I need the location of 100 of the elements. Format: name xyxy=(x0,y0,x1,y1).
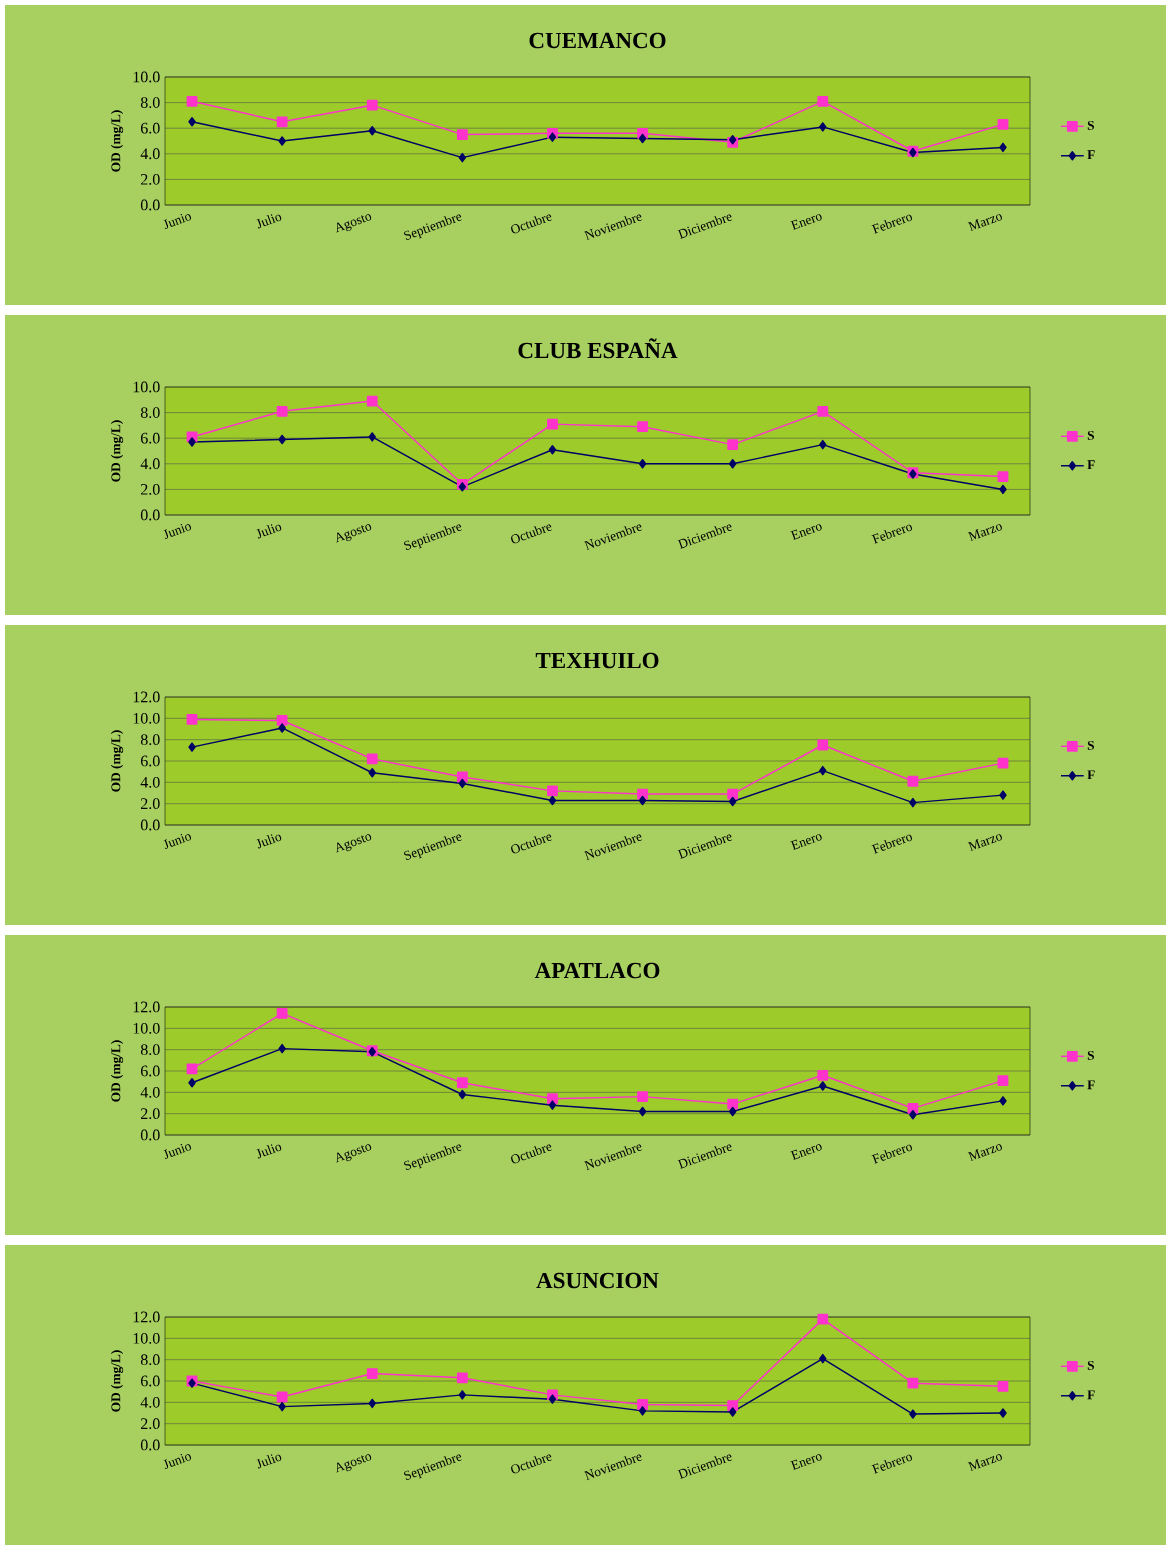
point xyxy=(458,482,467,492)
point xyxy=(819,122,827,132)
y-tick-label: 4.0 xyxy=(140,1396,160,1408)
y-tick-label: 0.0 xyxy=(140,509,160,521)
point xyxy=(727,1098,739,1110)
point xyxy=(186,95,198,107)
y-tick-label: 8.0 xyxy=(140,97,160,109)
x-tick-label: Junio xyxy=(163,523,192,540)
x-tick-label: Agosto xyxy=(336,1454,372,1473)
point xyxy=(997,1380,1009,1392)
x-tick-label: Febrero xyxy=(871,834,913,854)
point xyxy=(186,714,198,725)
y-tick-label: 10.0 xyxy=(133,71,160,83)
x-tick-label: Enero xyxy=(790,214,822,230)
point xyxy=(368,432,376,442)
point xyxy=(638,459,647,469)
x-tick-label: Julio xyxy=(256,1454,282,1469)
legend-label: F xyxy=(1087,460,1095,470)
point xyxy=(456,1077,468,1089)
legend-label: F xyxy=(1087,1080,1095,1090)
point xyxy=(727,1400,739,1411)
point xyxy=(817,95,829,107)
point xyxy=(907,775,919,787)
y-tick-label: 0.0 xyxy=(140,819,160,831)
point xyxy=(819,1353,827,1364)
x-tick-label: Julio xyxy=(256,214,282,229)
point xyxy=(278,1401,286,1412)
x-tick-label: Febrero xyxy=(871,1144,913,1164)
y-axis-title: OD (mg/L) xyxy=(110,1040,124,1102)
legend-label: S xyxy=(1087,1360,1094,1370)
x-tick-label: Enero xyxy=(790,834,822,851)
point xyxy=(638,1106,647,1117)
y-axis-title: OD (mg/L) xyxy=(110,730,124,792)
point xyxy=(638,1406,647,1416)
point xyxy=(458,1089,467,1100)
point xyxy=(909,1110,917,1120)
y-tick-label: 12.0 xyxy=(133,1311,160,1323)
y-tick-label: 12.0 xyxy=(133,691,160,703)
point xyxy=(637,1091,648,1103)
point xyxy=(278,434,286,445)
point xyxy=(276,1008,288,1019)
y-tick-label: 10.0 xyxy=(133,381,160,393)
point xyxy=(728,1106,737,1117)
point xyxy=(909,797,917,808)
point xyxy=(637,421,648,433)
y-tick-label: 4.0 xyxy=(140,776,160,788)
point xyxy=(368,1398,376,1409)
point xyxy=(276,1391,288,1403)
point xyxy=(728,459,737,469)
point xyxy=(548,1394,557,1404)
point xyxy=(817,405,829,417)
point xyxy=(999,484,1007,495)
y-axis-title: OD (mg/L) xyxy=(110,420,124,482)
point xyxy=(278,1043,286,1054)
chart-title: ASUNCION xyxy=(536,1272,659,1289)
point xyxy=(366,1368,378,1379)
y-tick-label: 10.0 xyxy=(133,1332,160,1344)
x-tick-label: Marzo xyxy=(967,524,1002,542)
x-tick-label: Agosto xyxy=(336,524,372,543)
y-tick-label: 2.0 xyxy=(141,173,160,185)
x-tick-label: Marzo xyxy=(967,214,1002,232)
point xyxy=(458,1390,467,1400)
y-tick-label: 10.0 xyxy=(133,1022,160,1034)
point xyxy=(458,778,467,789)
x-tick-label: Octubre xyxy=(511,1144,553,1164)
chart-title: CLUB ESPAÑA xyxy=(518,338,678,359)
point xyxy=(638,133,647,144)
point xyxy=(999,1096,1007,1106)
y-tick-label: 6.0 xyxy=(140,1065,160,1077)
point xyxy=(366,99,378,111)
point xyxy=(368,768,376,778)
point xyxy=(997,757,1009,769)
point xyxy=(997,1075,1009,1087)
x-tick-label: Febrero xyxy=(871,524,913,544)
y-tick-label: 8.0 xyxy=(140,734,160,746)
point xyxy=(188,742,196,752)
x-tick-label: Agosto xyxy=(336,834,372,853)
x-tick-label: Marzo xyxy=(967,1454,1002,1472)
y-tick-label: 10.0 xyxy=(133,712,160,724)
point xyxy=(278,723,286,733)
x-tick-label: Junio xyxy=(163,1143,192,1160)
x-tick-label: Junio xyxy=(163,1453,192,1470)
point xyxy=(458,152,467,163)
y-tick-label: 4.0 xyxy=(140,148,160,160)
x-tick-label: Marzo xyxy=(967,834,1002,852)
point xyxy=(728,796,737,807)
point xyxy=(368,126,376,136)
x-tick-label: Julio xyxy=(256,834,282,849)
y-tick-label: 4.0 xyxy=(140,1086,160,1098)
y-tick-label: 12.0 xyxy=(133,1001,160,1013)
point xyxy=(817,1069,829,1081)
point xyxy=(456,1372,468,1384)
y-tick-label: 8.0 xyxy=(140,1354,160,1366)
point xyxy=(819,1081,827,1091)
legend-label: F xyxy=(1087,1390,1095,1400)
point xyxy=(188,1078,196,1088)
x-tick-label: Octubre xyxy=(511,834,553,854)
legend-label: S xyxy=(1087,120,1094,130)
x-tick-label: Enero xyxy=(790,1144,822,1161)
point xyxy=(188,437,196,447)
